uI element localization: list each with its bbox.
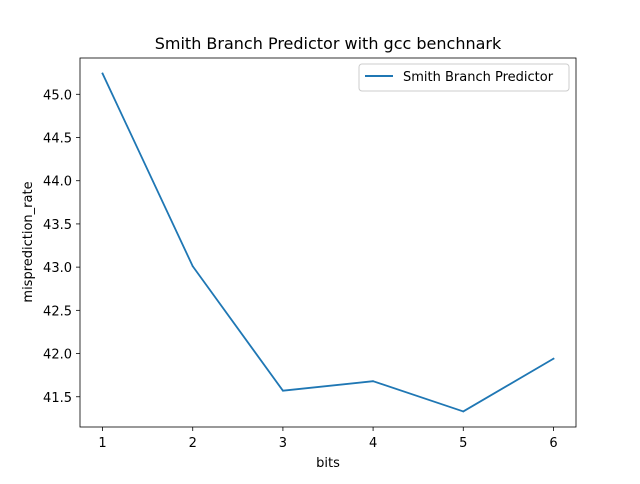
- y-tick-label: 43.0: [43, 261, 72, 276]
- x-tick-label: 2: [189, 436, 197, 451]
- y-tick-label: 43.5: [43, 218, 72, 233]
- x-tick-label: 3: [279, 436, 287, 451]
- legend-box: [358, 63, 570, 92]
- plot-area: [79, 57, 577, 428]
- y-tick-label: 42.0: [43, 348, 72, 363]
- y-tick-label: 44.5: [43, 132, 72, 147]
- data-point: [552, 357, 555, 360]
- y-tick-label: 41.5: [43, 391, 72, 406]
- series-line: [101, 72, 555, 413]
- x-tick-label: 6: [549, 436, 557, 451]
- data-point: [101, 72, 104, 75]
- y-axis-label: misprediction_rate: [21, 181, 36, 302]
- data-point: [191, 265, 194, 268]
- y-tick-label: 45.0: [43, 88, 72, 103]
- legend: Smith Branch Predictor: [358, 63, 570, 92]
- data-point: [282, 389, 284, 392]
- x-axis: 1 2 3 4 5 6: [98, 427, 558, 451]
- data-point: [372, 380, 374, 383]
- x-tick-label: 5: [459, 436, 467, 451]
- data-point: [462, 410, 465, 413]
- y-tick-label: 42.5: [43, 304, 72, 319]
- x-tick-label: 4: [369, 436, 377, 451]
- x-tick-label: 1: [98, 436, 106, 451]
- chart-title: Smith Branch Predictor with gcc benchnar…: [155, 34, 502, 53]
- x-axis-label: bits: [316, 456, 340, 471]
- series-layer: [101, 72, 555, 413]
- y-tick-label: 44.0: [43, 175, 72, 190]
- legend-label: Smith Branch Predictor: [403, 70, 554, 85]
- y-axis: 41.5 42.0 42.5 43.0 43.5 44.0 44.5 45.0: [43, 88, 80, 406]
